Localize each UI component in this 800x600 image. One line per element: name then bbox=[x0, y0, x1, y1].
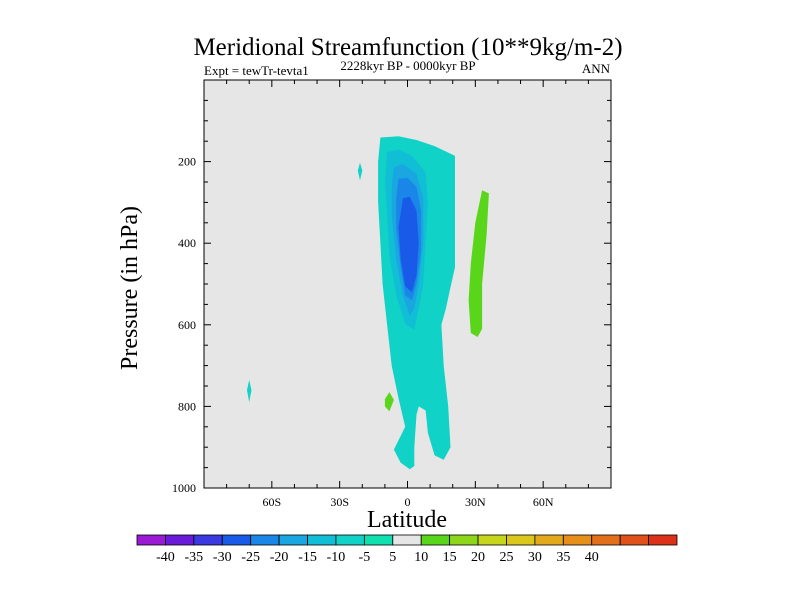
colorbar-swatch bbox=[506, 534, 536, 546]
colorbar-swatch bbox=[335, 534, 365, 546]
colorbar-label: -25 bbox=[241, 550, 260, 565]
colorbar-label: 20 bbox=[471, 550, 485, 565]
axes: 60S 30S 0 30N 60N 200 400 600 800 1000 bbox=[172, 80, 611, 509]
contour-region-cell-core bbox=[398, 196, 419, 293]
y-tick-label: 800 bbox=[178, 399, 196, 413]
colorbar-label: 35 bbox=[556, 550, 570, 565]
colorbar-swatch bbox=[477, 534, 507, 546]
colorbar-swatch bbox=[534, 534, 564, 546]
colorbar-swatch bbox=[165, 534, 195, 546]
contour-region-negative-blob-far-south bbox=[247, 379, 252, 403]
colorbar-swatch bbox=[221, 534, 252, 546]
colorbar-label: -40 bbox=[156, 550, 175, 565]
contour-region-positive-blob-low bbox=[384, 392, 394, 412]
colorbar-swatch bbox=[363, 534, 394, 546]
colorbar-label: 40 bbox=[585, 550, 599, 565]
colorbar-label: 25 bbox=[499, 550, 513, 565]
x-tick-label: 30S bbox=[330, 495, 349, 509]
colorbar-swatch bbox=[193, 534, 223, 546]
colorbar-label: 15 bbox=[443, 550, 457, 565]
colorbar-swatch bbox=[449, 534, 479, 546]
y-tick-label: 200 bbox=[178, 155, 196, 169]
season-label: ANN bbox=[582, 61, 611, 76]
colorbar-swatch bbox=[619, 534, 649, 546]
contour-regions bbox=[247, 136, 489, 470]
colorbar-label: -35 bbox=[185, 550, 204, 565]
colorbar-label: -5 bbox=[359, 550, 371, 565]
colorbar-swatch bbox=[278, 534, 308, 546]
colorbar-swatch bbox=[562, 534, 593, 546]
chart-title: Meridional Streamfunction (10**9kg/m-2) bbox=[193, 34, 622, 61]
x-tick-label: 0 bbox=[405, 495, 411, 509]
colorbar-label: -10 bbox=[327, 550, 346, 565]
colorbar-swatch bbox=[591, 534, 621, 546]
colorbar-swatch bbox=[250, 534, 280, 546]
experiment-label: Expt = tewTr-tevta1 bbox=[204, 63, 309, 78]
y-tick-label: 600 bbox=[178, 318, 196, 332]
y-tick-label: 400 bbox=[178, 236, 196, 250]
colorbar-swatch bbox=[420, 534, 451, 546]
colorbar-swatch bbox=[648, 534, 678, 546]
colorbar-label: 10 bbox=[414, 550, 428, 565]
time-range-label: 2228kyr BP - 0000kyr BP bbox=[340, 58, 475, 73]
y-tick-label: 1000 bbox=[172, 481, 196, 495]
colorbar-label: 30 bbox=[528, 550, 542, 565]
contour-region-positive-cell-30N bbox=[468, 190, 489, 337]
x-tick-label: 60S bbox=[262, 495, 281, 509]
y-axis-label: Pressure (in hPa) bbox=[117, 206, 143, 370]
x-tick-label: 60N bbox=[533, 495, 554, 509]
contour-region-negative-blob-upper bbox=[357, 162, 363, 181]
colorbar-label: -30 bbox=[213, 550, 232, 565]
colorbar: -40 -35 -30 -25 -20 -15 -10 -5 5 10 15 20 25 30 35 40 bbox=[136, 534, 678, 565]
x-tick-label: 30N bbox=[465, 495, 486, 509]
colorbar-label: -15 bbox=[298, 550, 317, 565]
colorbar-swatch bbox=[392, 534, 422, 546]
colorbar-label: 5 bbox=[389, 550, 396, 565]
x-axis-label: Latitude bbox=[367, 507, 447, 533]
colorbar-label: -20 bbox=[270, 550, 289, 565]
colorbar-swatch bbox=[307, 534, 337, 546]
colorbar-swatch bbox=[136, 534, 166, 546]
